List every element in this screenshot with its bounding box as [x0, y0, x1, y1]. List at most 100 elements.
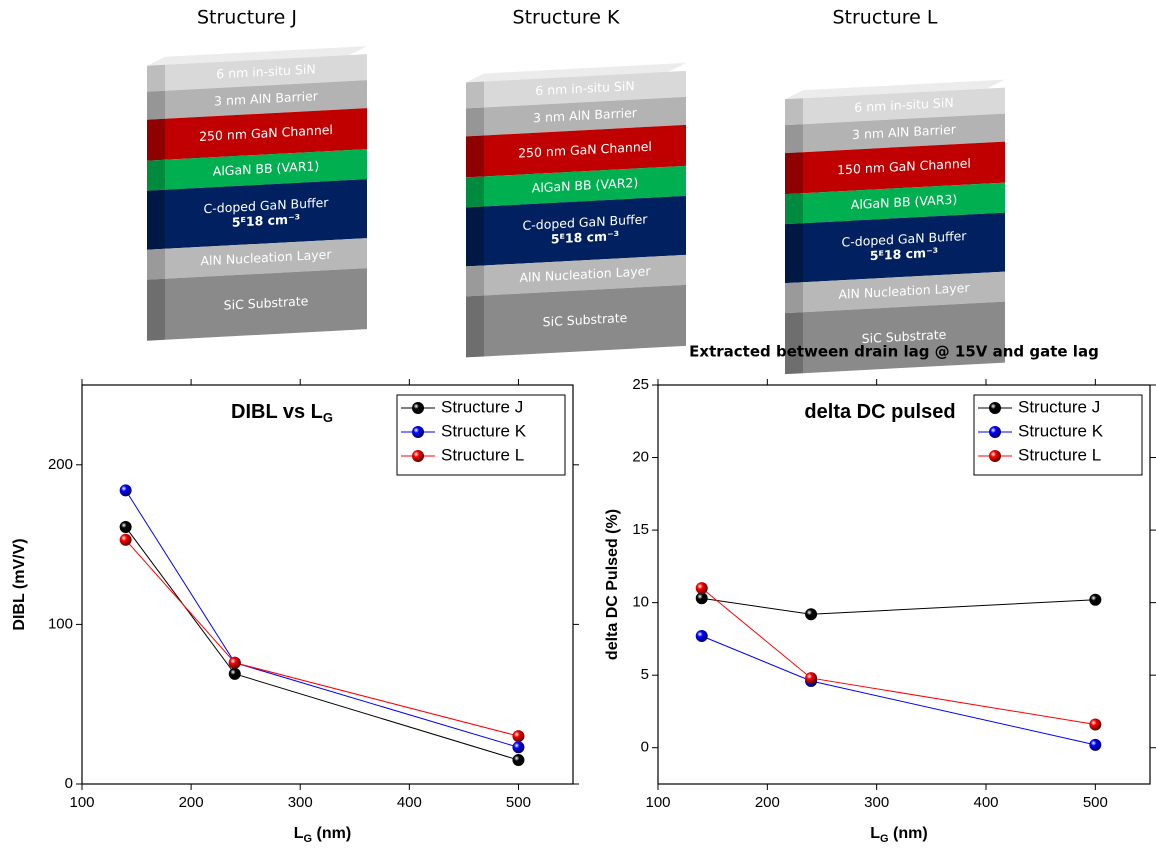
layer-label: AlGaN BB (VAR2) [532, 175, 638, 196]
chart-title: DIBL vs LG [231, 401, 333, 425]
layer-label: AlGaN BB (VAR1) [213, 158, 319, 179]
x-tick-label: 400 [397, 794, 422, 811]
data-point [695, 630, 708, 643]
layer-label: SiC Substrate [224, 293, 309, 312]
layer-stack: 6 nm in-situ SiN 3 nm AlN Barrier 250 nm G… [147, 46, 367, 341]
annotation: Extracted between drain lag @ 15V and ga… [689, 343, 1099, 361]
layer-label: 250 nm GaN Channel [518, 139, 652, 161]
layer-side [147, 90, 165, 120]
x-label-part: G [304, 833, 313, 845]
stack-top [466, 62, 686, 83]
y-tick-label: 20 [632, 449, 649, 466]
layer-label: 6 nm in-situ SiN [535, 78, 634, 98]
layer-front [165, 179, 367, 249]
layer-label: 3 nm AlN Barrier [852, 122, 957, 142]
layer-side [785, 312, 803, 375]
layer-side [466, 81, 484, 109]
title-text: delta DC pulsed [804, 401, 955, 423]
x-tick-label: 300 [288, 794, 313, 811]
layer-side [147, 248, 165, 280]
structure-title: Structure J [197, 7, 297, 29]
data-point [1089, 738, 1102, 751]
layer-side [466, 135, 484, 178]
layer-label: SiC Substrate [543, 310, 628, 329]
data-point [119, 533, 132, 546]
legend-marker [989, 402, 1001, 414]
y-tick-label: 200 [48, 456, 73, 473]
data-point [805, 608, 818, 621]
layer-front [803, 301, 1005, 374]
layer-side [147, 189, 165, 250]
data-point [695, 582, 708, 595]
x-tick-label: 500 [506, 794, 531, 811]
title-subscript: G [323, 410, 333, 425]
x-tick-label: 200 [755, 794, 780, 811]
data-point [512, 741, 525, 754]
layer-side [466, 265, 484, 297]
data-point [512, 754, 525, 767]
x-label-part: L [870, 825, 880, 842]
data-point [805, 672, 818, 685]
layer-stack: 6 nm in-situ SiN 3 nm AlN Barrier 150 nm G… [785, 79, 1005, 375]
layer-front [484, 165, 686, 207]
series-line [701, 597, 1096, 615]
stack-top [147, 46, 367, 66]
layer-front [803, 87, 1005, 125]
y-axis-label: DIBL (mV/V) [11, 538, 28, 630]
legend-marker [412, 402, 424, 414]
data-point [512, 730, 525, 743]
layer-side [785, 193, 803, 225]
x-label-part: (nm) [312, 825, 351, 842]
layer-side [466, 206, 484, 267]
x-tick-label: 500 [1083, 794, 1108, 811]
legend-label: Structure K [441, 421, 527, 440]
y-tick-label: 100 [48, 615, 73, 632]
legend-marker [989, 450, 1001, 462]
plot-frame [81, 384, 574, 785]
layer-front [803, 212, 1005, 283]
layer-side [785, 282, 803, 314]
layer-label: AlN Nucleation Layer [200, 246, 332, 268]
structure-title: Structure K [513, 7, 620, 29]
layer-label: AlN Nucleation Layer [519, 263, 651, 285]
layer-label: 150 nm GaN Channel [837, 155, 971, 177]
plot-frame [657, 384, 1151, 785]
layer-side [785, 152, 803, 195]
x-axis-label: LG (nm) [870, 825, 927, 845]
title-text: DIBL vs L [231, 401, 323, 423]
data-point [228, 656, 241, 669]
legend-label: Structure L [1018, 445, 1101, 464]
layer-label: 3 nm AlN Barrier [214, 88, 319, 108]
data-point [1089, 593, 1102, 606]
layer-side [147, 64, 165, 92]
data-point [1089, 718, 1102, 731]
layer-side [147, 118, 165, 161]
layer-front [803, 271, 1005, 313]
y-tick-label: 25 [632, 376, 649, 393]
layer-label: 6 nm in-situ SiN [854, 95, 953, 115]
x-tick-label: 100 [645, 794, 670, 811]
layer-front [484, 70, 686, 108]
layer-side [785, 223, 803, 284]
layer-label: C-doped GaN Buffer [842, 228, 968, 250]
series-line [125, 490, 519, 748]
layer-front [803, 141, 1005, 194]
layer-side [147, 159, 165, 191]
layer-side [147, 278, 165, 341]
series-line [125, 539, 519, 737]
layer-front [484, 96, 686, 136]
data-point [695, 592, 708, 605]
x-label-part: L [294, 825, 304, 842]
layer-front [165, 149, 367, 190]
series-line [701, 587, 1096, 726]
data-point [228, 667, 241, 680]
y-tick-label: 15 [632, 521, 649, 538]
legend-marker [412, 426, 424, 438]
layer-front [165, 80, 367, 119]
y-tick-label: 5 [641, 666, 649, 683]
x-label-part: (nm) [889, 825, 928, 842]
legend-label: Structure J [1018, 397, 1100, 416]
layer-front [484, 195, 686, 266]
y-tick-label: 10 [632, 594, 649, 611]
